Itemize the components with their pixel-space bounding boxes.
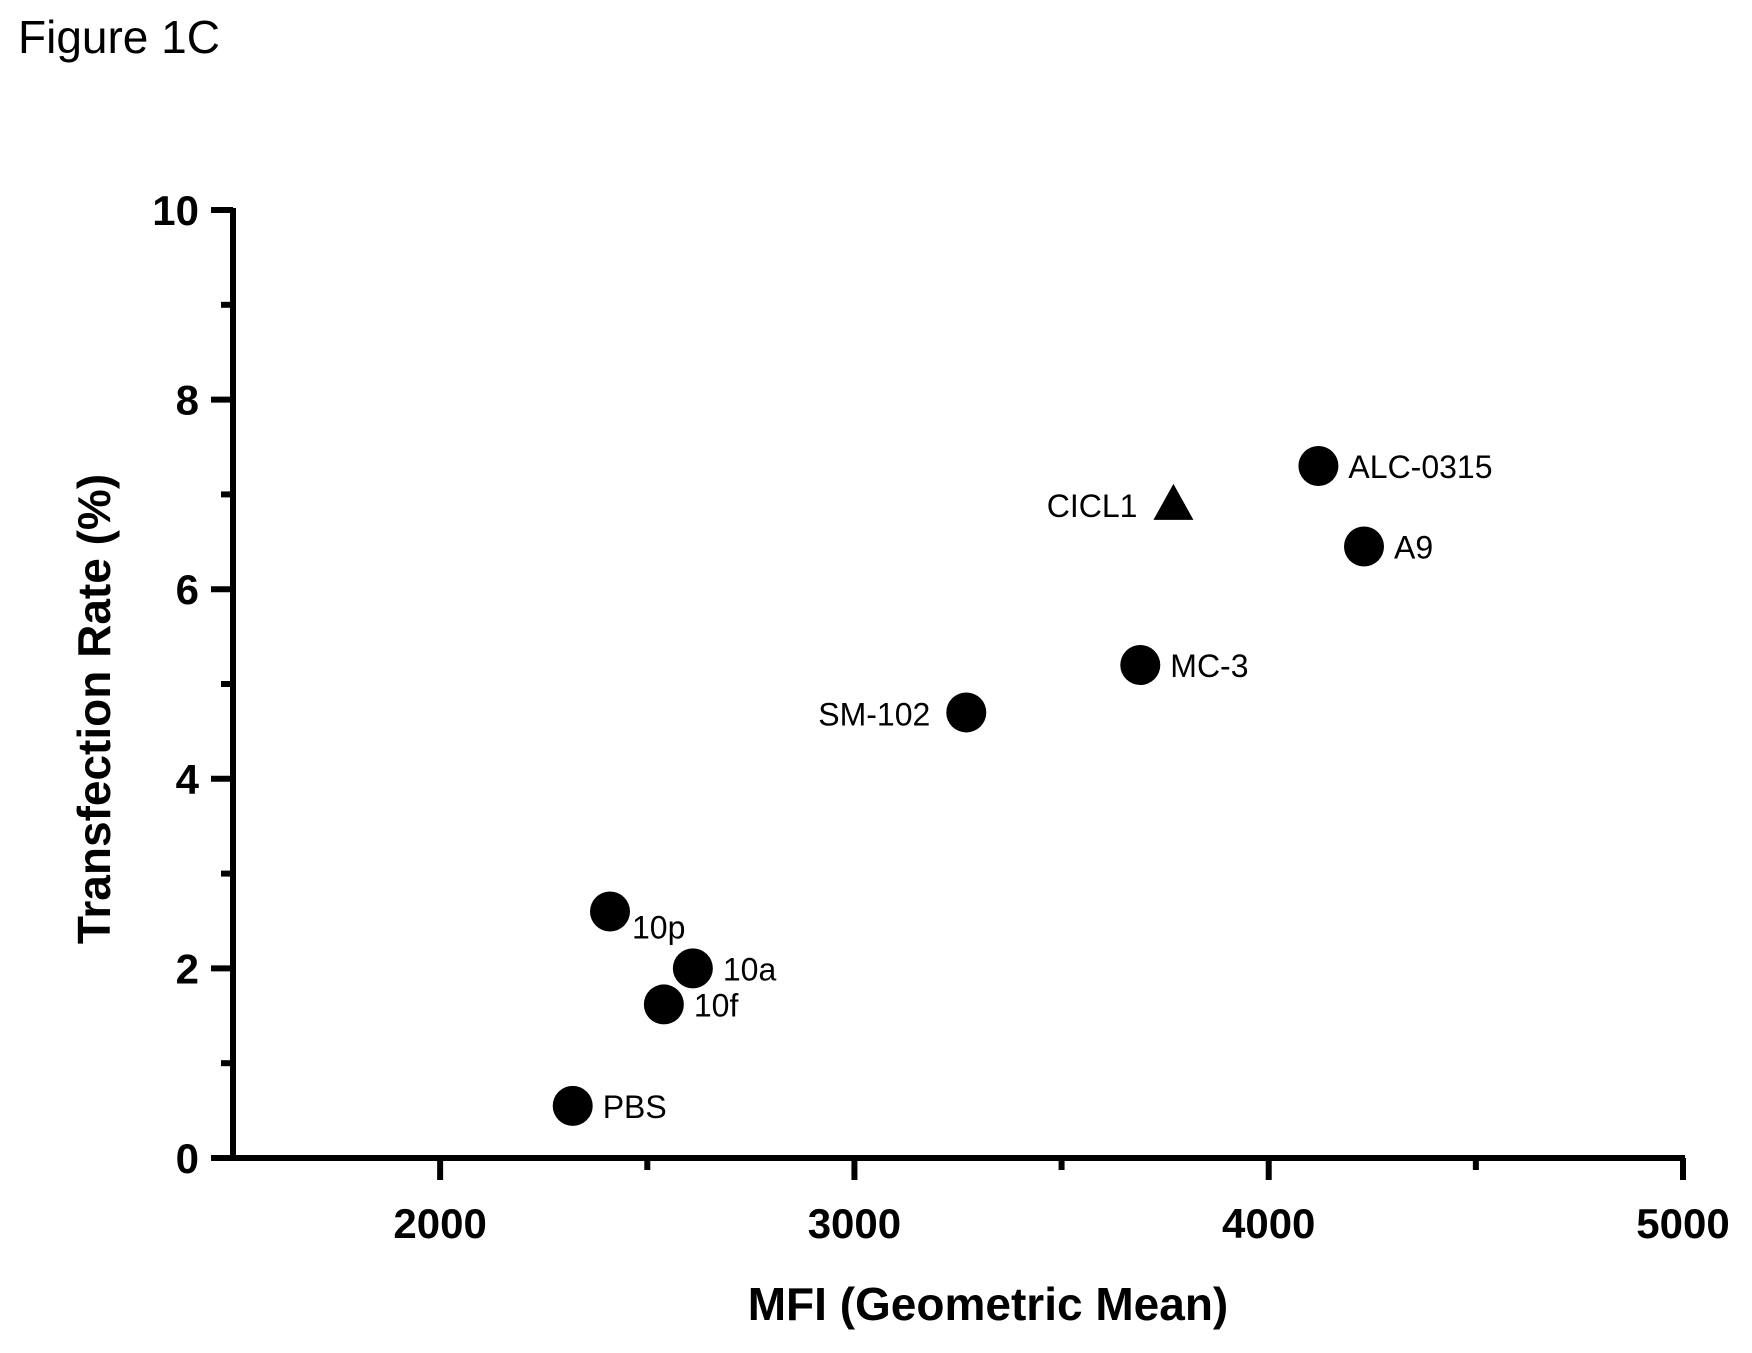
data-point xyxy=(552,1085,593,1126)
data-point xyxy=(1298,445,1339,486)
data-point-label: SM-102 xyxy=(818,696,930,732)
data-point xyxy=(1344,526,1384,567)
y-tick-label: 8 xyxy=(176,377,199,424)
data-point-label: MC-3 xyxy=(1170,648,1248,684)
data-point-label: CICL1 xyxy=(1047,488,1138,524)
figure-label: Figure 1C xyxy=(18,11,220,63)
data-point xyxy=(590,891,630,932)
data-point-label: 10p xyxy=(632,910,685,946)
x-tick-label: 2000 xyxy=(393,1200,486,1247)
data-point-triangle xyxy=(1153,483,1194,520)
data-point-label: 10f xyxy=(694,987,739,1023)
y-tick-label: 4 xyxy=(176,756,200,803)
x-tick-label: 5000 xyxy=(1636,1200,1729,1247)
x-tick-label: 3000 xyxy=(808,1200,901,1247)
data-point xyxy=(1120,645,1161,686)
y-tick-label: 0 xyxy=(176,1135,199,1182)
data-point-label: 10a xyxy=(723,951,777,987)
x-tick-label: 4000 xyxy=(1222,1200,1315,1247)
data-point xyxy=(946,692,987,733)
data-point xyxy=(643,984,684,1025)
data-point-label: ALC-0315 xyxy=(1348,449,1492,485)
y-tick-label: 6 xyxy=(176,566,199,613)
data-point-label: A9 xyxy=(1394,530,1433,566)
data-point-label: PBS xyxy=(603,1089,667,1125)
data-point xyxy=(672,948,713,989)
y-tick-label: 10 xyxy=(152,187,199,234)
y-tick-label: 2 xyxy=(176,945,199,992)
x-axis-title: MFI (Geometric Mean) xyxy=(748,1278,1229,1330)
y-axis-title: Transfection Rate (%) xyxy=(68,474,120,944)
